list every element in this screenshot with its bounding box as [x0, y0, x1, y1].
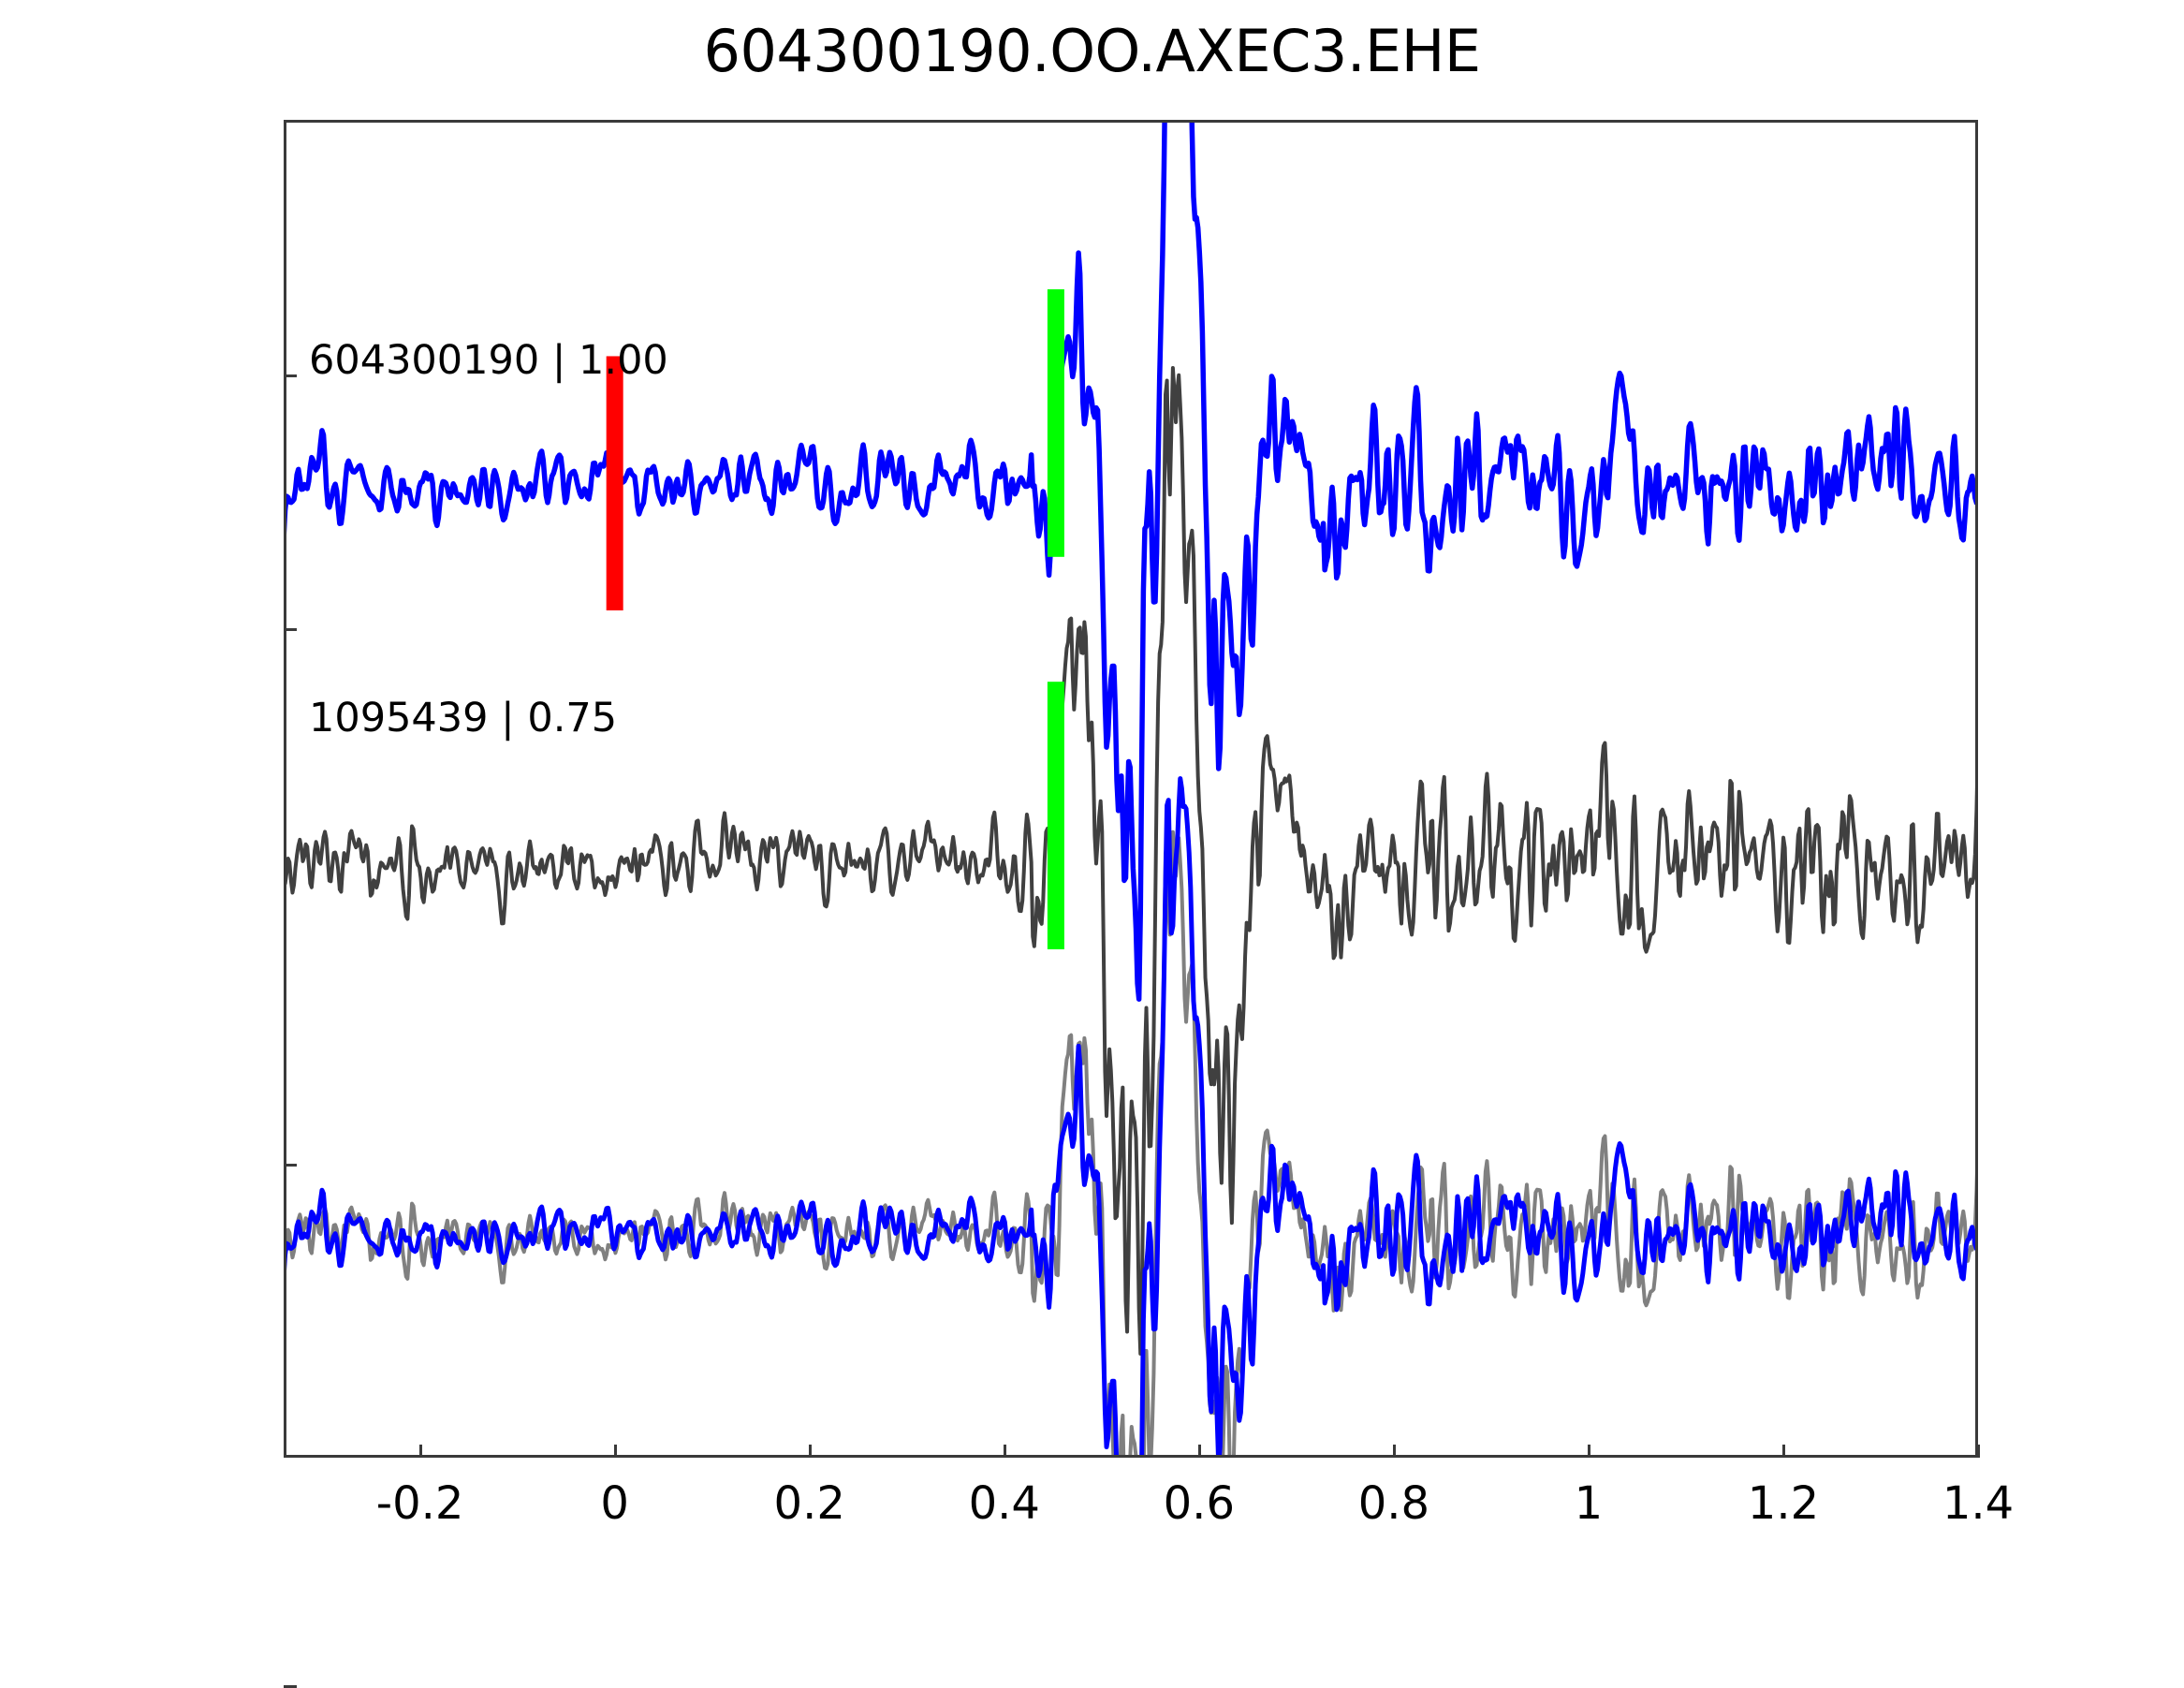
- x-tick-mark: [1587, 1445, 1590, 1458]
- x-tick-mark: [1392, 1445, 1396, 1458]
- x-tick-mark: [808, 1445, 812, 1458]
- x-tick-label: 0.8: [1357, 1477, 1430, 1530]
- x-tick-label: 1: [1574, 1477, 1604, 1530]
- waveform-overlay-blue: [284, 776, 1978, 1458]
- waveform-canvas: [284, 120, 1978, 1458]
- y-tick-mark: [284, 1163, 297, 1167]
- x-tick-label: 0.6: [1163, 1477, 1235, 1530]
- seismogram-figure: 604300190.OO.AXEC3.EHE 604300190 | 1.00 …: [284, 17, 2015, 1688]
- page-title: 604300190.OO.AXEC3.EHE: [703, 17, 1482, 85]
- x-tick-mark: [1781, 1445, 1785, 1458]
- plot-area: 604300190 | 1.00 1095439 | 0.75: [284, 120, 1978, 1458]
- x-tick-label: 0.2: [773, 1477, 845, 1530]
- trace-label-detection: 1095439 | 0.75: [309, 695, 618, 741]
- x-tick-mark: [1003, 1445, 1006, 1458]
- s-pick-marker-green-template: [1047, 289, 1064, 557]
- waveform-overlay-gray: [284, 829, 1978, 1458]
- y-tick-mark: [284, 374, 297, 377]
- x-tick-label: 1.2: [1747, 1477, 1820, 1530]
- x-tick-label: 0.4: [968, 1477, 1040, 1530]
- x-tick-mark: [613, 1445, 617, 1458]
- waveform-template-blue: [284, 120, 1978, 1002]
- x-tick-mark: [1197, 1445, 1201, 1458]
- waveform-detection-gray: [284, 365, 1978, 1356]
- x-tick-label: 1.4: [1942, 1477, 2015, 1530]
- s-pick-marker-green-detection: [1047, 682, 1064, 949]
- y-tick-mark: [284, 1684, 297, 1688]
- x-tick-label: 0: [600, 1477, 629, 1530]
- x-tick-mark: [1977, 1445, 1980, 1458]
- x-tick-mark: [418, 1445, 422, 1458]
- x-tick-label: -0.2: [375, 1477, 464, 1530]
- p-pick-marker-red: [606, 356, 623, 610]
- y-tick-mark: [284, 628, 297, 632]
- trace-label-template: 604300190 | 1.00: [309, 337, 668, 384]
